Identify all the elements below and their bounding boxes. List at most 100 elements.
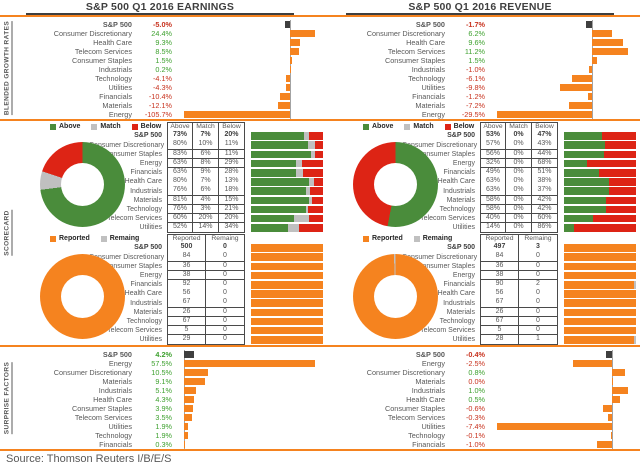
row-label: Energy bbox=[452, 272, 475, 280]
bar bbox=[184, 387, 196, 394]
value-label: 9.3% bbox=[155, 38, 172, 47]
bar-row: S&P 500 -0.4% bbox=[327, 350, 640, 359]
bar-row: Financials -1.2% bbox=[327, 92, 640, 101]
value-label: -0.1% bbox=[465, 431, 485, 440]
value-label: 1.5% bbox=[155, 56, 172, 65]
value-cell: 52% bbox=[167, 223, 193, 233]
bar-segment bbox=[564, 308, 636, 317]
category-label: Telecom Services bbox=[387, 47, 445, 56]
value-cell: 34% bbox=[219, 223, 245, 233]
bar-segment bbox=[564, 280, 635, 289]
section-divider bbox=[0, 345, 640, 347]
bar-track bbox=[180, 422, 319, 431]
stacked-bar-track bbox=[245, 159, 323, 169]
bar-segment bbox=[310, 150, 316, 159]
bar-segment bbox=[251, 150, 311, 159]
bar-track bbox=[493, 350, 632, 359]
table-row: Health Care 63% 0% 38% bbox=[402, 177, 636, 187]
row-label: S&P 500 bbox=[447, 244, 475, 252]
row-label: Industrials bbox=[130, 299, 162, 307]
bar-row: Health Care 0.5% bbox=[327, 395, 640, 404]
table-row: Utilities 29 0 bbox=[89, 335, 323, 345]
category-label: Consumer Staples bbox=[71, 404, 132, 413]
bar bbox=[588, 66, 592, 73]
value-label: 0.2% bbox=[155, 65, 172, 74]
donut-hole bbox=[374, 275, 417, 318]
category-label: Utilities bbox=[421, 83, 445, 92]
value-label: -1.2% bbox=[465, 92, 485, 101]
table-row: Technology 58% 0% 42% bbox=[402, 204, 636, 215]
value-label: 0.3% bbox=[155, 440, 172, 449]
bar-track bbox=[493, 440, 632, 449]
bar-segment bbox=[315, 141, 323, 149]
bar bbox=[184, 369, 209, 376]
row-label: Consumer Staples bbox=[417, 150, 475, 158]
bar-segment bbox=[305, 187, 311, 195]
value-cell: 0 bbox=[206, 243, 245, 253]
stacked-bar bbox=[251, 132, 323, 140]
progress-bar bbox=[251, 271, 323, 280]
legend: Above Match Below bbox=[363, 123, 485, 130]
value-cell: 0% bbox=[506, 213, 532, 224]
table-row: Consumer Discretionary 57% 0% 43% bbox=[402, 140, 636, 150]
bar-segment bbox=[564, 224, 575, 232]
bar bbox=[612, 378, 613, 385]
bar-track bbox=[180, 431, 319, 440]
category-label: Telecom Services bbox=[74, 47, 132, 56]
row-label: Consumer Discretionary bbox=[89, 253, 165, 261]
bar bbox=[184, 423, 189, 430]
row-label: Utilities bbox=[452, 224, 475, 232]
section-label-strip: BLENDED GROWTH RATES bbox=[0, 17, 14, 119]
value-cell: 40% bbox=[480, 213, 506, 224]
bar bbox=[184, 396, 194, 403]
category-label: Health Care bbox=[406, 395, 445, 404]
value-cell: 497 bbox=[480, 243, 519, 253]
progress-bar bbox=[564, 290, 636, 298]
value-label: 8.5% bbox=[155, 47, 172, 56]
bar-track bbox=[493, 359, 632, 368]
value-cell: 63% bbox=[480, 186, 506, 196]
value-cell: 2 bbox=[519, 279, 558, 290]
bar-segment bbox=[564, 205, 606, 214]
section-label-strip: SCORECARD bbox=[0, 121, 14, 345]
bar-segment bbox=[251, 196, 310, 205]
donut-hole bbox=[61, 163, 104, 206]
value-label: 1.9% bbox=[155, 422, 172, 431]
category-label: Utilities bbox=[108, 422, 132, 431]
bar-row: Materials 9.1% bbox=[14, 377, 327, 386]
bar-segment bbox=[251, 326, 323, 335]
value-cell: 0 bbox=[206, 261, 245, 272]
bar-row: Technology -4.1% bbox=[14, 74, 327, 83]
value-label: -7.2% bbox=[465, 101, 485, 110]
table-row: Consumer Staples 83% 6% 11% bbox=[89, 149, 323, 160]
zero-axis-line bbox=[591, 83, 593, 92]
value-label: -4.3% bbox=[152, 83, 172, 92]
row-label: Utilities bbox=[139, 336, 162, 344]
bar-row: Utilities -7.4% bbox=[327, 422, 640, 431]
source-note: Source: Thomson Reuters I/B/E/S bbox=[6, 453, 172, 465]
value-cell: 0% bbox=[506, 158, 532, 169]
row-label: Utilities bbox=[452, 336, 475, 344]
bar bbox=[286, 75, 291, 82]
value-label: -12.1% bbox=[148, 101, 172, 110]
value-label: -0.3% bbox=[465, 413, 485, 422]
value-label: -0.4% bbox=[465, 350, 485, 359]
bar-row: Utilities -9.8% bbox=[327, 83, 640, 92]
bar-row: S&P 500 -5.0% bbox=[14, 20, 327, 29]
value-cell: 0 bbox=[519, 261, 558, 272]
value-cell: 14% bbox=[193, 223, 219, 233]
bar-segment bbox=[251, 290, 323, 298]
value-label: 3.9% bbox=[155, 404, 172, 413]
blended-growth-rates-label: BLENDED GROWTH RATES bbox=[3, 20, 13, 116]
row-label: Telecom Services bbox=[107, 215, 162, 223]
value-cell: 20% bbox=[193, 213, 219, 224]
table-row: Financials 49% 0% 51% bbox=[402, 167, 636, 178]
value-cell: 3 bbox=[519, 243, 558, 253]
bar-row: Consumer Staples 1.5% bbox=[327, 56, 640, 65]
table-row: Materials 81% 4% 15% bbox=[89, 195, 323, 206]
category-label: Consumer Discretionary bbox=[53, 29, 132, 38]
progress-bar bbox=[251, 299, 323, 307]
bar bbox=[184, 351, 194, 358]
zero-axis-line bbox=[290, 110, 292, 119]
stacked-bar-track bbox=[245, 223, 323, 233]
